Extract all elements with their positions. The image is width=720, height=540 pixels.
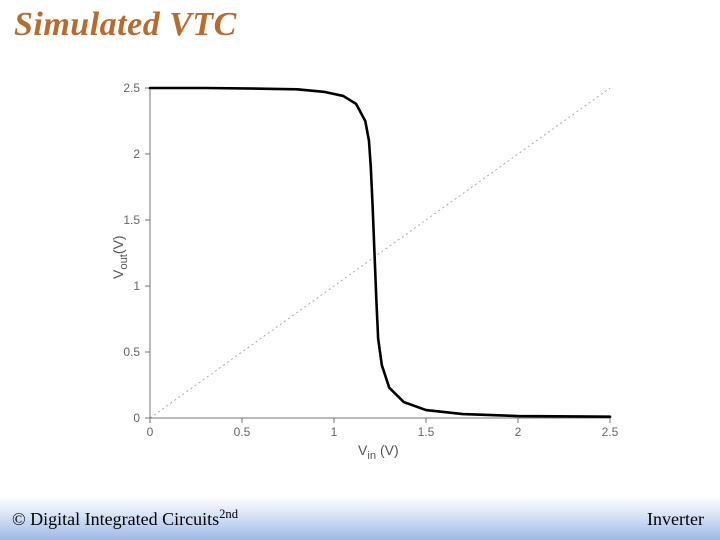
svg-text:1: 1 <box>331 425 338 439</box>
x-axis-label: Vin (V) <box>358 442 399 462</box>
slide-title: Simulated VTC <box>14 6 237 44</box>
footer-bar: © Digital Integrated Circuits2nd Inverte… <box>0 496 720 540</box>
footer-copyright: © Digital Integrated Circuits2nd <box>12 507 238 530</box>
svg-text:1: 1 <box>133 279 140 293</box>
y-axis-label: Vout(V) <box>110 236 130 280</box>
svg-text:2.5: 2.5 <box>123 81 140 95</box>
vtc-chart: 0 0.5 1 1.5 2 2.5 0 0.5 1 1.5 2 2.5 Vout(V) Vin (V) <box>90 68 630 468</box>
svg-text:0: 0 <box>147 425 154 439</box>
footer-left-sup: 2nd <box>219 507 238 521</box>
svg-text:1.5: 1.5 <box>418 425 435 439</box>
svg-text:0.5: 0.5 <box>123 345 140 359</box>
svg-text:0: 0 <box>133 411 140 425</box>
svg-text:0.5: 0.5 <box>234 425 251 439</box>
footer-left-text: © Digital Integrated Circuits <box>12 509 219 529</box>
chart-svg: 0 0.5 1 1.5 2 2.5 0 0.5 1 1.5 2 2.5 <box>90 68 630 468</box>
slide: Simulated VTC 0 0.5 1 1.5 2 2.5 0 0.5 1 1.5 2 2.5 V… <box>0 0 720 540</box>
svg-text:1.5: 1.5 <box>123 213 140 227</box>
svg-text:2.5: 2.5 <box>602 425 619 439</box>
svg-text:2: 2 <box>515 425 522 439</box>
footer-section: Inverter <box>647 509 704 530</box>
svg-text:2: 2 <box>133 147 140 161</box>
